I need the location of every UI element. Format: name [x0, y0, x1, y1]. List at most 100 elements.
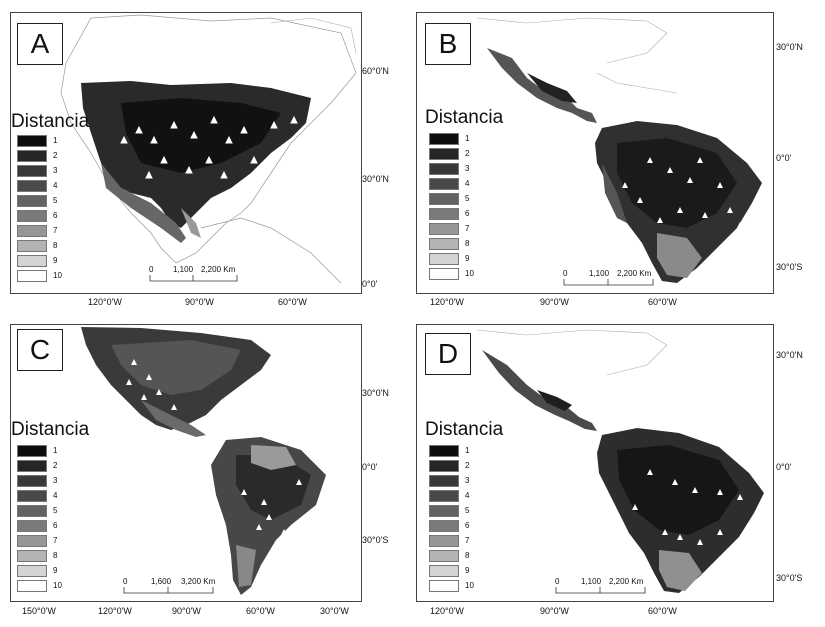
legend-label: 7 [53, 226, 58, 235]
legend-label: 7 [465, 224, 470, 233]
legend-item: 9 [17, 255, 77, 268]
legend-item: 1 [429, 133, 489, 146]
legend-item: 7 [429, 223, 489, 236]
legend-swatch [429, 535, 459, 547]
legend-swatch [429, 148, 459, 160]
legend-label: 3 [465, 164, 470, 173]
legend-swatch [17, 580, 47, 592]
panel-label-a: A [17, 23, 63, 65]
legend-swatch [429, 133, 459, 145]
legend-label: 10 [465, 269, 474, 278]
map-b [476, 17, 762, 283]
legend-item: 5 [17, 505, 77, 518]
legend-item: 4 [429, 178, 489, 191]
north-arrow-icon: N [727, 29, 774, 294]
legend-label: 3 [53, 166, 58, 175]
scale-bar-d: 0 1,100 2,200 Km [555, 577, 647, 599]
legend-swatch [429, 475, 459, 487]
legend-label: 9 [53, 566, 58, 575]
legend-item: 8 [17, 550, 77, 563]
lon-label-c-4: 60°0'W [246, 606, 275, 616]
map-c [81, 327, 326, 595]
panel-label-b: B [425, 23, 471, 65]
legend-swatch [17, 270, 47, 282]
legend-swatch [429, 520, 459, 532]
legend-label: 3 [53, 476, 58, 485]
legend-item: 8 [429, 550, 489, 563]
legend-label: 5 [53, 506, 58, 515]
lon-label-c-3: 90°0'W [172, 606, 201, 616]
legend-label: 8 [465, 551, 470, 560]
legend-swatch [429, 193, 459, 205]
legend-swatch [17, 195, 47, 207]
scale-bar-b: 0 1,100 2,200 Km [563, 269, 655, 291]
legend-item: 7 [429, 535, 489, 548]
map-a [60, 14, 357, 284]
legend-swatch [429, 550, 459, 562]
legend-item: 2 [17, 150, 77, 163]
lon-label-c-1: 150°0'W [22, 606, 56, 616]
legend-label: 1 [53, 446, 58, 455]
map-frame-c: C N Distancia 1 2 3 4 5 6 7 8 9 10 0 1,600 3,200 … [10, 324, 362, 602]
legend-item: 8 [17, 240, 77, 253]
legend-item: 2 [17, 460, 77, 473]
legend-swatch [17, 550, 47, 562]
lat-label-d-2: 0°0' [776, 462, 792, 472]
legend-swatch [17, 225, 47, 237]
north-arrow-icon: N [727, 339, 774, 602]
legend-item: 1 [429, 445, 489, 458]
lat-label-a-1: 60°0'N [362, 66, 389, 76]
legend-label: 5 [465, 506, 470, 515]
legend-swatch [429, 505, 459, 517]
legend-title-a: Distancia [11, 111, 90, 132]
legend-swatch [429, 163, 459, 175]
scale-label-0: 0 [123, 577, 128, 586]
lat-label-b-3: 30°0'S [776, 262, 803, 272]
legend-item: 6 [429, 208, 489, 221]
scale-label-mid: 1,100 [173, 265, 194, 274]
legend-item: 3 [429, 475, 489, 488]
legend-swatch [17, 520, 47, 532]
lon-label-c-5: 30°0'W [320, 606, 349, 616]
legend-swatch [429, 445, 459, 457]
lon-label-a-2: 90°0'W [185, 297, 214, 307]
legend-label: 9 [53, 256, 58, 265]
legend-label: 8 [465, 239, 470, 248]
scale-bar-a: 0 1,100 2,200 Km [149, 265, 239, 287]
legend-swatch [17, 535, 47, 547]
legend-swatch [17, 490, 47, 502]
legend-item: 2 [429, 148, 489, 161]
scale-label-max: 2,200 Km [617, 269, 652, 278]
legend-item: 1 [17, 445, 77, 458]
legend-item: 10 [17, 270, 77, 283]
legend-label: 10 [53, 581, 62, 590]
lon-label-d-3: 60°0'W [648, 606, 677, 616]
map-d [476, 329, 764, 593]
panel-label-c: C [17, 329, 63, 371]
lon-label-b-3: 60°0'W [648, 297, 677, 307]
legend-label: 2 [465, 461, 470, 470]
legend-label: 6 [465, 521, 470, 530]
legend-swatch [429, 178, 459, 190]
legend-swatch [17, 460, 47, 472]
legend-item: 9 [17, 565, 77, 578]
legend-label: 4 [53, 181, 58, 190]
legend-label: 10 [53, 271, 62, 280]
legend-title-d: Distancia [425, 419, 504, 440]
legend-label: 4 [53, 491, 58, 500]
legend-item: 4 [17, 180, 77, 193]
legend-label: 1 [465, 446, 470, 455]
legend-label: 2 [53, 151, 58, 160]
legend-item: 5 [17, 195, 77, 208]
legend-item: 9 [429, 253, 489, 266]
legend-label: 9 [465, 254, 470, 263]
lon-label-a-1: 120°0'W [88, 297, 122, 307]
legend-item: 5 [429, 193, 489, 206]
scale-label-0: 0 [149, 265, 154, 274]
legend-label: 8 [53, 551, 58, 560]
lat-label-c-2: 0°0' [362, 462, 378, 472]
legend-item: 4 [17, 490, 77, 503]
legend-swatch [429, 253, 459, 265]
lon-label-c-2: 120°0'W [98, 606, 132, 616]
legend-label: 2 [53, 461, 58, 470]
